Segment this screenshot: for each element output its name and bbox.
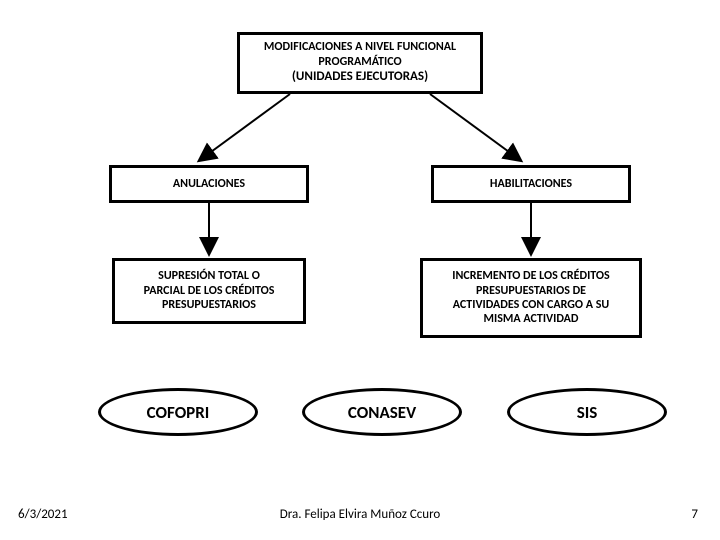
edge-root-habilitaciones (430, 94, 520, 160)
cofopri-ellipse: COFOPRI (98, 388, 258, 436)
incremento-line1: INCREMENTO DE LOS CRÉDITOS (452, 269, 609, 283)
root-line3: (UNIDADES EJECUTORAS) (292, 69, 428, 86)
habilitaciones-label: HABILITACIONES (490, 177, 572, 191)
footer-page-number: 7 (691, 507, 698, 522)
incremento-line4: MISMA ACTIVIDAD (484, 312, 579, 326)
edge-root-anulaciones (200, 94, 290, 160)
supresion-line1: SUPRESIÓN TOTAL O (158, 269, 260, 283)
anulaciones-box: ANULACIONES (109, 165, 309, 203)
sis-label: SIS (577, 402, 598, 423)
cofopri-label: COFOPRI (147, 402, 210, 423)
supresion-box: SUPRESIÓN TOTAL O PARCIAL DE LOS CRÉDITO… (112, 258, 306, 324)
supresion-line3: PRESUPUESTARIOS (162, 298, 256, 312)
habilitaciones-box: HABILITACIONES (431, 165, 631, 203)
footer-date: 6/3/2021 (18, 507, 68, 522)
root-box: MODIFICACIONES A NIVEL FUNCIONAL PROGRAM… (237, 32, 483, 94)
root-line1: MODIFICACIONES A NIVEL FUNCIONAL (264, 40, 456, 54)
supresion-line2: PARCIAL DE LOS CRÉDITOS (144, 284, 275, 298)
incremento-box: INCREMENTO DE LOS CRÉDITOS PRESUPUESTARI… (420, 258, 642, 338)
conasev-label: CONASEV (348, 402, 416, 423)
anulaciones-label: ANULACIONES (173, 177, 245, 191)
conasev-ellipse: CONASEV (302, 388, 462, 436)
footer-author: Dra. Felipa Elvira Muñoz Ccuro (280, 507, 441, 522)
incremento-line3: ACTIVIDADES CON CARGO A SU (453, 298, 609, 312)
root-line2: PROGRAMÁTICO (318, 55, 401, 69)
incremento-line2: PRESUPUESTARIOS DE (476, 284, 586, 298)
sis-ellipse: SIS (507, 388, 667, 436)
